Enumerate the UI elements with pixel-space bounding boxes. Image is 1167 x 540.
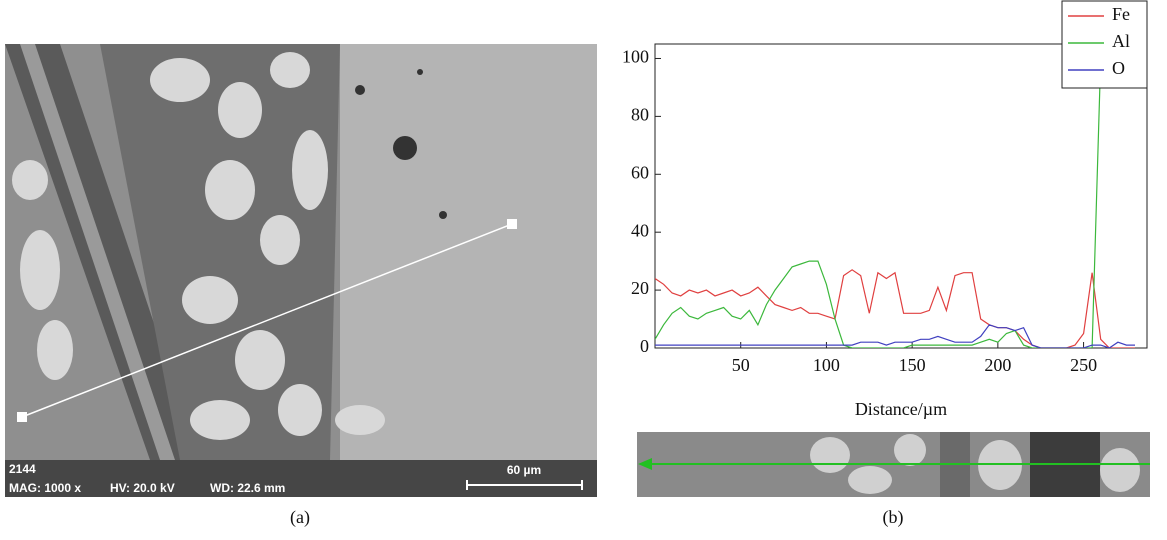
data-line <box>655 59 1101 349</box>
sem-mag: MAG: 1000 x <box>9 481 81 495</box>
legend-label: Fe <box>1112 4 1130 24</box>
y-tick-label: 0 <box>640 336 649 356</box>
x-tick-label: 250 <box>1070 355 1097 375</box>
y-tick-label: 40 <box>631 220 649 240</box>
legend-label: Al <box>1112 31 1130 51</box>
sem-id: 2144 <box>9 462 36 476</box>
data-line <box>655 270 1135 348</box>
x-tick-label: 150 <box>899 355 926 375</box>
panel-label: (a) <box>290 507 310 528</box>
legend-label: O <box>1112 58 1125 78</box>
sem-wd: WD: 22.6 mm <box>210 481 285 495</box>
panel-label: (b) <box>883 507 904 528</box>
data-line <box>655 325 1135 348</box>
legend-box <box>1062 1 1147 88</box>
sem-scale: 60 µm <box>507 463 541 477</box>
x-tick-label: 100 <box>813 355 840 375</box>
y-tick-label: 80 <box>631 105 649 125</box>
sem-image <box>5 44 597 497</box>
x-axis-label: Distance/µm <box>855 399 947 419</box>
figure: 2144 MAG: 1000 x HV: 20.0 kV WD: 22.6 mm… <box>0 0 1167 535</box>
sem-hv: HV: 20.0 kV <box>110 481 175 495</box>
strip-image <box>637 432 1150 497</box>
y-tick-label: 60 <box>631 162 649 182</box>
y-tick-label: 100 <box>622 47 649 67</box>
x-tick-label: 200 <box>984 355 1011 375</box>
x-tick-label: 50 <box>732 355 750 375</box>
y-tick-label: 20 <box>631 278 649 298</box>
